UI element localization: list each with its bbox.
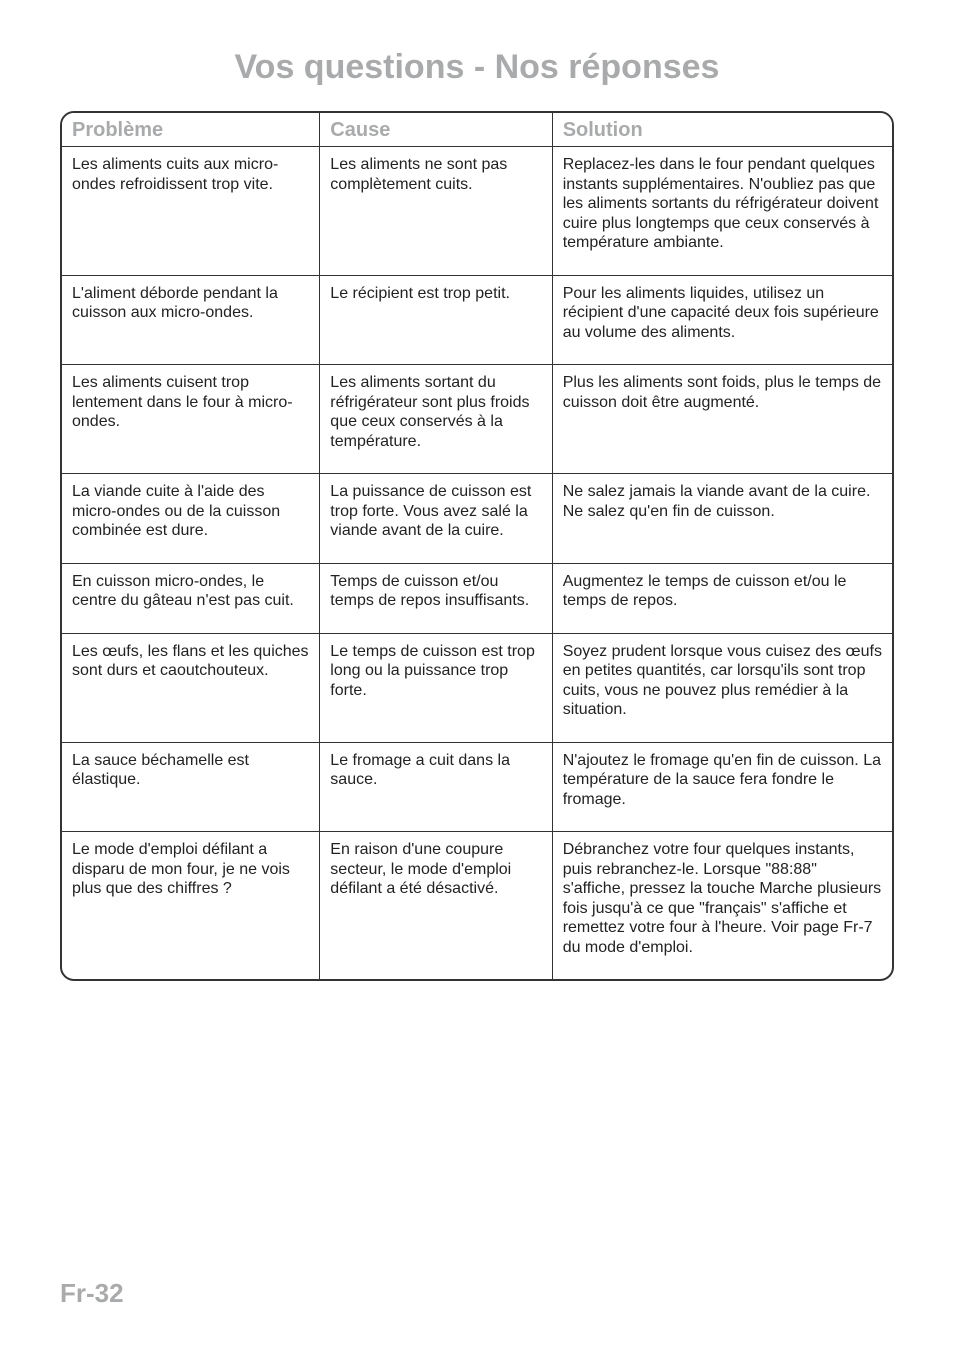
cell-cause: En raison d'une coupure secteur, le mode… xyxy=(319,832,551,979)
cell-solution: Plus les aliments sont foids, plus le te… xyxy=(552,365,892,474)
cell-probleme: Les aliments cuisent trop lentement dans… xyxy=(62,365,319,474)
table-row: L'aliment déborde pendant la cuisson aux… xyxy=(62,276,892,366)
cell-cause: La puissance de cuisson est trop forte. … xyxy=(319,474,551,564)
cell-solution: Augmentez le temps de cuisson et/ou le t… xyxy=(552,564,892,634)
table-row: Les œufs, les flans et les quiches sont … xyxy=(62,634,892,743)
faq-table: Problème Cause Solution Les aliments cui… xyxy=(60,111,894,981)
cell-probleme: Les aliments cuits aux micro-ondes refro… xyxy=(62,147,319,276)
table-row: La sauce béchamelle est élastique. Le fr… xyxy=(62,743,892,833)
table-row: La viande cuite à l'aide des micro-ondes… xyxy=(62,474,892,564)
cell-cause: Les aliments ne sont pas complètement cu… xyxy=(319,147,551,276)
cell-solution: Débranchez votre four quelques instants,… xyxy=(552,832,892,979)
page-number: Fr-32 xyxy=(60,1278,124,1309)
table-row: Le mode d'emploi défilant a disparu de m… xyxy=(62,832,892,979)
cell-cause: Le temps de cuisson est trop long ou la … xyxy=(319,634,551,743)
table-header-row: Problème Cause Solution xyxy=(62,113,892,147)
cell-cause: Temps de cuisson et/ou temps de repos in… xyxy=(319,564,551,634)
cell-probleme: La sauce béchamelle est élastique. xyxy=(62,743,319,833)
header-solution: Solution xyxy=(552,113,892,147)
cell-solution: Ne salez jamais la viande avant de la cu… xyxy=(552,474,892,564)
header-cause: Cause xyxy=(319,113,551,147)
cell-probleme: La viande cuite à l'aide des micro-ondes… xyxy=(62,474,319,564)
cell-solution: Pour les aliments liquides, utilisez un … xyxy=(552,276,892,366)
cell-probleme: Les œufs, les flans et les quiches sont … xyxy=(62,634,319,743)
table-row: Les aliments cuits aux micro-ondes refro… xyxy=(62,147,892,276)
cell-solution: N'ajoutez le fromage qu'en fin de cuisso… xyxy=(552,743,892,833)
cell-solution: Replacez-les dans le four pendant quelqu… xyxy=(552,147,892,276)
cell-probleme: En cuisson micro-ondes, le centre du gât… xyxy=(62,564,319,634)
cell-cause: Les aliments sortant du réfrigérateur so… xyxy=(319,365,551,474)
cell-cause: Le récipient est trop petit. xyxy=(319,276,551,366)
table-row: Les aliments cuisent trop lentement dans… xyxy=(62,365,892,474)
cell-solution: Soyez prudent lorsque vous cuisez des œu… xyxy=(552,634,892,743)
cell-probleme: Le mode d'emploi défilant a disparu de m… xyxy=(62,832,319,979)
header-probleme: Problème xyxy=(62,113,319,147)
page-title: Vos questions - Nos réponses xyxy=(60,48,894,87)
cell-probleme: L'aliment déborde pendant la cuisson aux… xyxy=(62,276,319,366)
table-row: En cuisson micro-ondes, le centre du gât… xyxy=(62,564,892,634)
cell-cause: Le fromage a cuit dans la sauce. xyxy=(319,743,551,833)
